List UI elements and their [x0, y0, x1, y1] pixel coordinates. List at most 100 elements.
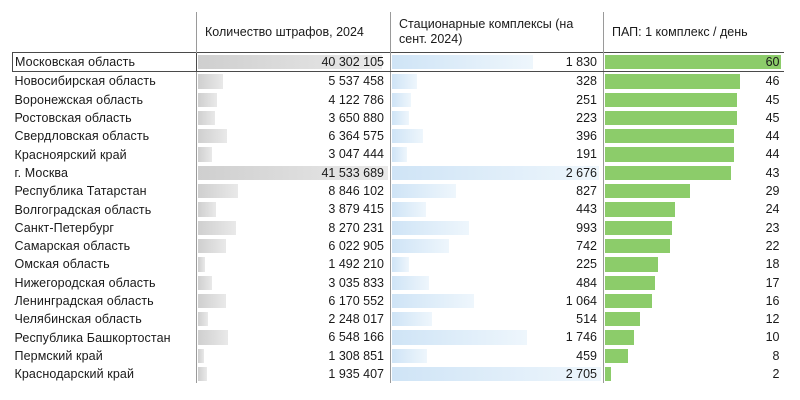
pap-cell: 18	[603, 255, 784, 274]
pap-value: 44	[765, 147, 780, 162]
complexes-value: 827	[576, 184, 597, 199]
complexes-cell: 2 705	[390, 365, 604, 384]
complexes-bar	[392, 202, 426, 217]
pap-cell: 12	[603, 310, 784, 329]
table-row: Волгоградская область 3 879 415 443 24	[13, 200, 784, 219]
complexes-cell: 223	[390, 108, 604, 128]
complexes-value: 459	[576, 348, 597, 363]
pap-cell: 10	[603, 328, 784, 347]
complexes-value: 2 705	[565, 367, 597, 382]
fines-bar	[198, 184, 238, 199]
pap-value: 12	[765, 312, 780, 327]
region-label: Свердловская область	[14, 129, 150, 144]
complexes-cell: 1 064	[390, 291, 604, 311]
fines-cell: 2 248 017	[196, 310, 391, 329]
complexes-bar	[392, 275, 429, 290]
complexes-bar	[392, 110, 409, 126]
complexes-value: 223	[576, 110, 597, 125]
complexes-cell: 1 830	[390, 51, 604, 73]
region-label: г. Москва	[14, 165, 69, 180]
fines-bar	[198, 238, 226, 254]
table-row: Нижегородская область 3 035 833 484 17	[13, 273, 784, 292]
data-bar-table: Количество штрафов, 2024 Стационарные ко…	[12, 12, 784, 384]
fines-value: 3 879 415	[328, 202, 384, 217]
fines-bar	[198, 312, 208, 327]
header-row: Количество штрафов, 2024 Стационарные ко…	[12, 12, 784, 53]
pap-value: 23	[765, 220, 780, 235]
table-row: Ростовская область 3 650 880 223 45	[13, 108, 784, 128]
pap-cell: 16	[603, 291, 784, 311]
table-row: Ленинградская область 6 170 552 1 064 16	[13, 291, 784, 311]
fines-value: 8 270 231	[328, 220, 384, 235]
pap-cell: 46	[603, 71, 784, 91]
fines-cell: 1 935 407	[196, 365, 391, 384]
fines-value: 3 035 833	[328, 275, 384, 290]
complexes-value: 742	[576, 238, 597, 253]
fines-bar	[198, 55, 382, 70]
pap-value: 44	[765, 129, 780, 144]
fines-value: 41 533 689	[321, 165, 384, 180]
complexes-cell: 1 746	[390, 328, 604, 347]
pap-bar	[605, 293, 652, 309]
region-label: Нижегородская область	[14, 275, 156, 290]
region-label: Красноярский край	[14, 147, 127, 162]
pap-value: 2	[772, 367, 780, 382]
fines-value: 6 022 905	[328, 238, 384, 253]
complexes-cell: 191	[390, 145, 604, 164]
complexes-cell: 827	[390, 182, 604, 201]
region-label: Санкт-Петербург	[14, 220, 115, 235]
region-label: Ленинградская область	[14, 294, 154, 308]
complexes-cell: 2 676	[390, 163, 604, 183]
pap-cell: 24	[603, 200, 784, 219]
table-row: Республика Татарстан 8 846 102 827 29	[13, 182, 784, 201]
pap-value: 46	[765, 74, 780, 89]
fines-bar	[198, 92, 217, 107]
table-row: Пермский край 1 308 851 459 8	[13, 346, 784, 366]
fines-bar	[198, 147, 212, 162]
complexes-bar	[392, 55, 533, 70]
pap-bar	[605, 184, 690, 199]
pap-bar	[605, 367, 611, 382]
pap-bar	[605, 330, 634, 345]
pap-cell: 44	[603, 127, 784, 146]
complexes-cell: 251	[390, 90, 604, 109]
header-pap: ПАП: 1 комплекс / день	[603, 12, 784, 53]
region-label: Республика Татарстан	[14, 184, 147, 199]
pap-cell: 60	[603, 51, 784, 73]
region-label: Воронежская область	[14, 92, 144, 107]
pap-value: 29	[765, 184, 780, 199]
complexes-bar	[392, 293, 474, 309]
fines-cell: 3 879 415	[196, 200, 391, 219]
region-label: Новосибирская область	[14, 74, 156, 89]
table-row: Московская область 40 302 105 1 830 60	[12, 51, 784, 73]
complexes-cell: 484	[390, 273, 604, 292]
header-fines: Количество штрафов, 2024	[196, 12, 391, 53]
complexes-bar	[392, 220, 469, 235]
table-row: Республика Башкортостан 6 548 166 1 746 10	[13, 328, 784, 347]
complexes-value: 1 064	[565, 293, 597, 308]
pap-bar	[605, 74, 740, 89]
pap-value: 18	[765, 257, 780, 272]
fines-bar	[198, 348, 204, 364]
table-row: Краснодарский край 1 935 407 2 705 2	[13, 365, 784, 384]
pap-bar	[605, 129, 734, 144]
complexes-bar	[392, 257, 409, 272]
table-row: Санкт-Петербург 8 270 231 993 23	[13, 218, 784, 237]
fines-cell: 8 846 102	[196, 182, 391, 201]
region-label: Омская область	[14, 257, 110, 272]
fines-bar	[198, 275, 212, 290]
fines-bar	[198, 220, 236, 235]
fines-bar	[198, 110, 215, 126]
fines-cell: 4 122 786	[196, 90, 391, 109]
fines-value: 3 650 880	[328, 110, 384, 125]
fines-cell: 6 170 552	[196, 291, 391, 311]
pap-cell: 17	[603, 273, 784, 292]
complexes-cell: 443	[390, 200, 604, 219]
pap-cell: 43	[603, 163, 784, 183]
table-row: Красноярский край 3 047 444 191 44	[13, 145, 784, 164]
pap-cell: 44	[603, 145, 784, 164]
fines-value: 40 302 105	[321, 55, 384, 69]
pap-bar	[605, 275, 655, 290]
pap-bar	[605, 348, 628, 364]
pap-value: 8	[772, 348, 780, 363]
